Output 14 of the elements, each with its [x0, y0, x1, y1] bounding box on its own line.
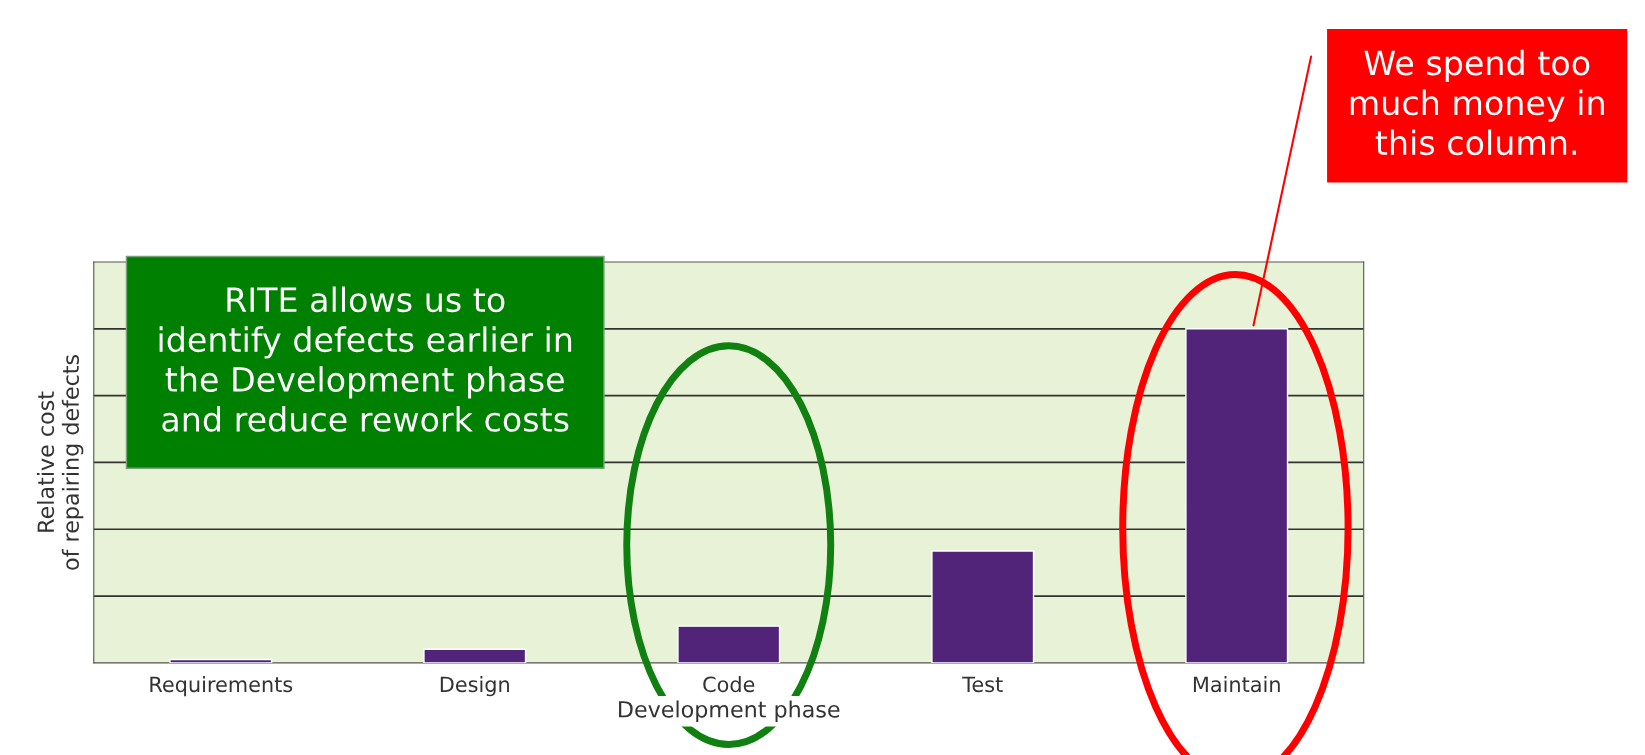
- y-axis-title: Relative cost of repairing defects: [36, 355, 84, 570]
- bar: [677, 625, 781, 663]
- bar: [1185, 328, 1289, 663]
- bar: [423, 648, 527, 663]
- x-tick-label: Requirements: [150, 676, 293, 697]
- annotation: RITE allows us to identify defects earlier in the Development phase and reduce rework costs: [159, 286, 572, 432]
- text: We spend too much money in this column.: [1350, 49, 1604, 156]
- x-axis-title: Development phase: [619, 700, 840, 722]
- x-tick-label: Test: [962, 676, 1003, 693]
- bar: [931, 550, 1035, 663]
- x-tick-label: Maintain: [1193, 676, 1280, 693]
- x-tick-label: Code: [703, 676, 755, 693]
- bar: [169, 658, 273, 663]
- x-tick-label: Design: [440, 676, 509, 697]
